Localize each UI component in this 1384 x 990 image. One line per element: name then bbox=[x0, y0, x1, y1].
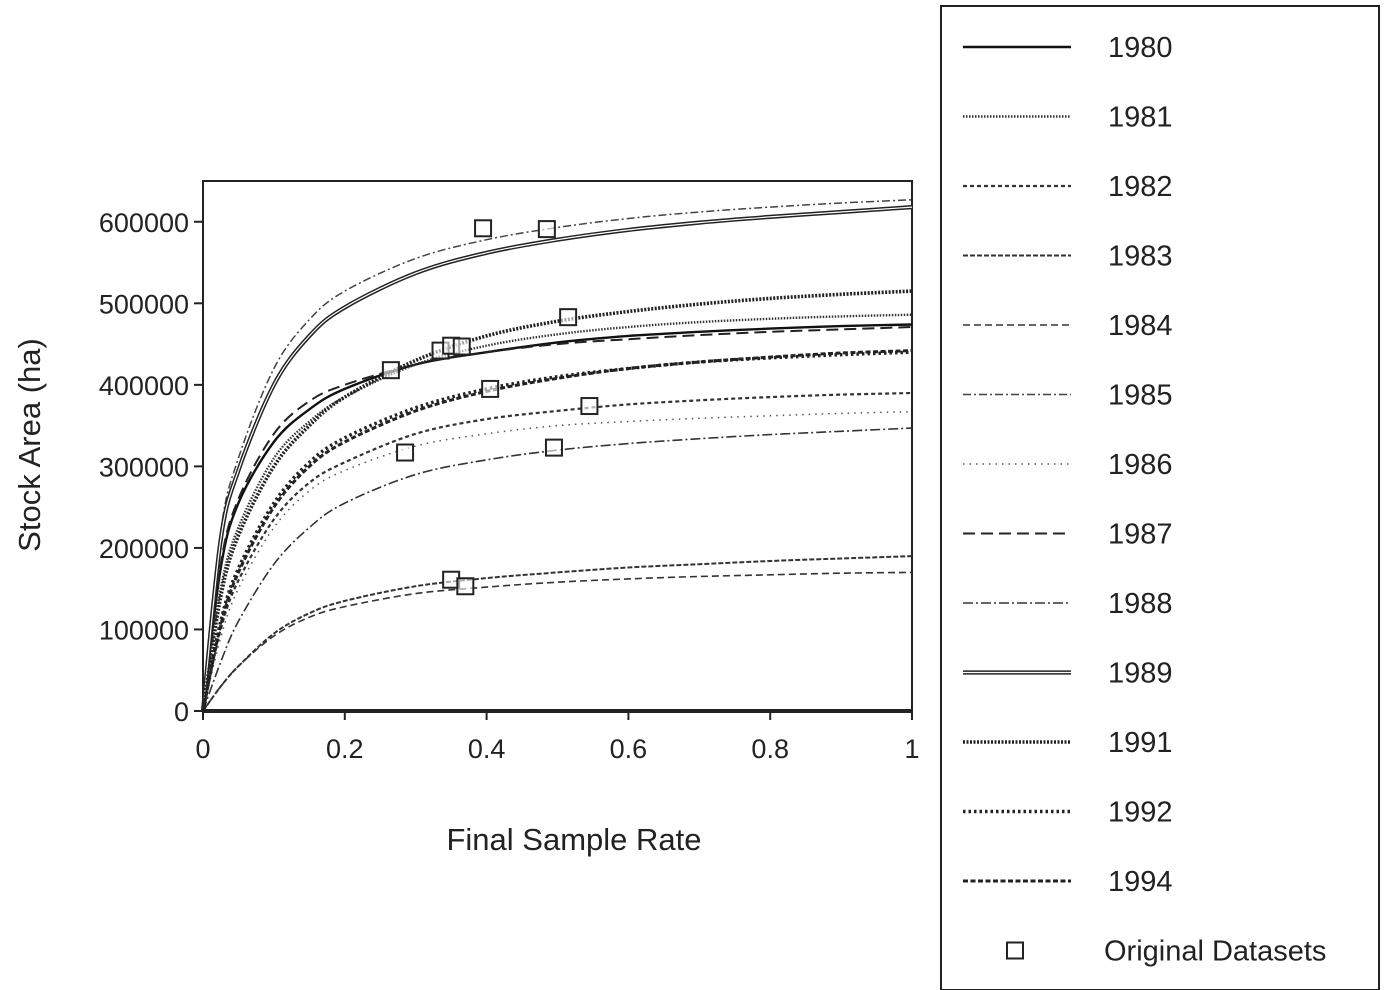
legend-label-1981: 1981 bbox=[1108, 102, 1173, 134]
series-line-1986 bbox=[202, 411, 913, 712]
original-dataset-marker bbox=[456, 577, 475, 596]
original-dataset-marker bbox=[481, 379, 500, 398]
series-line-1981 bbox=[201, 313, 913, 712]
y-tick-label: 0 bbox=[174, 697, 189, 727]
series-line-1980 bbox=[201, 323, 913, 712]
x-tick-label: 1 bbox=[904, 734, 919, 764]
original-dataset-marker bbox=[544, 438, 563, 457]
x-tick-label: 0.6 bbox=[610, 734, 648, 764]
y-axis: 0 100000 200000 300000 400000 500000 600000 bbox=[99, 208, 203, 727]
x-tick-label: 0.2 bbox=[326, 734, 364, 764]
original-dataset-marker bbox=[559, 308, 578, 327]
legend-label-1991: 1991 bbox=[1108, 727, 1173, 759]
legend-frame bbox=[940, 5, 1380, 990]
y-tick-label: 300000 bbox=[99, 452, 189, 482]
series-line-1989 bbox=[200, 205, 913, 712]
series-line-1983 bbox=[202, 555, 913, 712]
legend-label-original-datasets: Original Datasets bbox=[1104, 936, 1326, 968]
original-dataset-marker bbox=[396, 443, 415, 462]
x-tick-label: 0.4 bbox=[468, 734, 506, 764]
series-line-1994 bbox=[201, 349, 913, 712]
y-tick-label: 200000 bbox=[99, 534, 189, 564]
legend-label-1987: 1987 bbox=[1108, 519, 1173, 551]
legend: 1980 1981 1982 1983 1984 1985 1986 1987 1988 1989… bbox=[940, 5, 1380, 990]
original-dataset-marker bbox=[537, 220, 556, 239]
x-axis: 0 0.2 0.4 0.6 0.8 1 bbox=[195, 711, 920, 764]
legend-label-1982: 1982 bbox=[1108, 171, 1173, 203]
series-line-1988 bbox=[202, 427, 913, 712]
y-tick-label: 600000 bbox=[99, 208, 189, 238]
y-tick-label: 400000 bbox=[99, 371, 189, 401]
series-line-1984 bbox=[202, 571, 913, 712]
plot-area bbox=[200, 180, 913, 713]
legend-label-1989: 1989 bbox=[1108, 658, 1173, 690]
x-axis-title: Final Sample Rate bbox=[446, 822, 701, 857]
legend-label-1988: 1988 bbox=[1108, 588, 1173, 620]
original-dataset-marker bbox=[452, 337, 471, 356]
original-dataset-marker bbox=[381, 361, 400, 380]
series-line-1992 bbox=[201, 350, 913, 712]
original-dataset-marker bbox=[580, 397, 599, 416]
legend-label-1985: 1985 bbox=[1108, 380, 1173, 412]
original-dataset-marker bbox=[474, 219, 493, 238]
x-tick-label: 0.8 bbox=[751, 734, 789, 764]
legend-label-1984: 1984 bbox=[1108, 310, 1173, 342]
legend-label-1980: 1980 bbox=[1108, 32, 1173, 64]
legend-label-1992: 1992 bbox=[1108, 797, 1173, 829]
legend-label-1994: 1994 bbox=[1108, 866, 1173, 898]
legend-label-1983: 1983 bbox=[1108, 241, 1173, 273]
series-line-1982 bbox=[201, 391, 913, 712]
legend-label-1986: 1986 bbox=[1108, 449, 1173, 481]
legend-sample-original-datasets bbox=[1006, 941, 1024, 960]
series-line-1985 bbox=[202, 199, 913, 712]
y-axis-title: Stock Area (ha) bbox=[12, 338, 47, 552]
series-line-1989-inner bbox=[202, 206, 913, 712]
series-line-1991 bbox=[201, 289, 913, 712]
y-tick-label: 100000 bbox=[99, 615, 189, 645]
x-tick-label: 0 bbox=[195, 734, 210, 764]
y-tick-label: 500000 bbox=[99, 289, 189, 319]
series-line-1987 bbox=[202, 326, 913, 712]
